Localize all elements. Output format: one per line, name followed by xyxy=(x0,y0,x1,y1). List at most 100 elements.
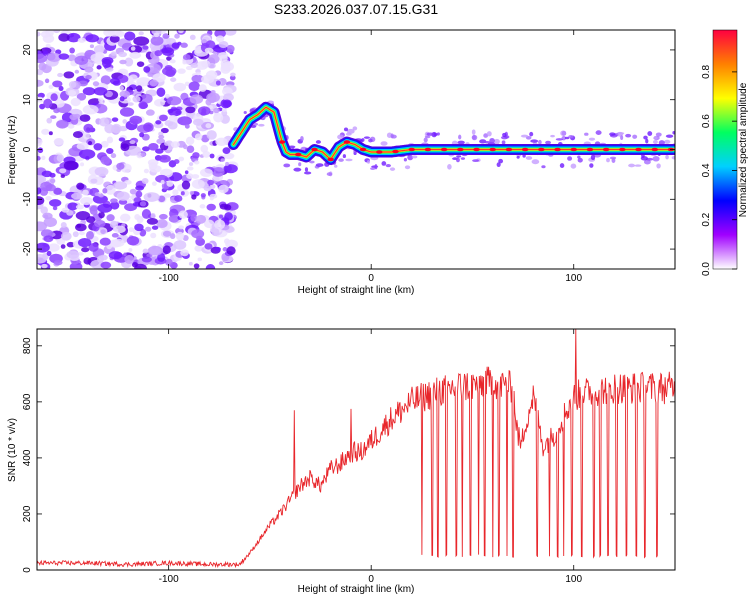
x-tick-label: 100 xyxy=(565,574,582,585)
noise-blob xyxy=(211,167,225,177)
snr-series-line xyxy=(37,329,675,569)
figure-title: S233.2026.037.07.15.G31 xyxy=(274,1,438,17)
noise-blob xyxy=(89,44,95,49)
noise-blob xyxy=(182,60,187,65)
noise-blob xyxy=(151,225,159,230)
noise-blob xyxy=(74,55,89,66)
ridge-speckle xyxy=(352,126,358,131)
ridge-speckle xyxy=(634,164,642,167)
noise-blob xyxy=(56,154,65,162)
noise-blob xyxy=(199,168,213,177)
ridge-speckle xyxy=(326,172,333,176)
noise-blob xyxy=(142,248,149,254)
noise-blob xyxy=(76,223,82,228)
noise-blob xyxy=(220,158,225,162)
ridge-speckle xyxy=(652,155,660,162)
noise-blob xyxy=(148,142,159,151)
noise-blob xyxy=(37,79,44,87)
noise-blob xyxy=(45,43,51,48)
noise-blob xyxy=(218,261,224,266)
noise-blob xyxy=(37,155,41,161)
ridge-speckle xyxy=(632,134,638,139)
noise-blob xyxy=(206,130,217,140)
noise-blob xyxy=(180,249,189,257)
noise-blob xyxy=(111,117,119,122)
y-tick-label: -20 xyxy=(22,241,33,256)
noise-blob xyxy=(111,233,119,238)
noise-blob xyxy=(80,196,93,206)
ridge-peak xyxy=(311,147,318,152)
noise-blob xyxy=(165,69,176,78)
noise-blob xyxy=(190,62,198,69)
noise-blob xyxy=(63,71,75,79)
noise-blob xyxy=(194,160,200,165)
ridge-speckle xyxy=(458,134,462,140)
x-tick-label: 0 xyxy=(368,273,374,284)
noise-blob xyxy=(145,109,155,116)
ridge-speckle xyxy=(471,129,476,135)
noise-blob xyxy=(229,75,236,81)
ridge-speckle xyxy=(300,135,304,142)
noise-blob xyxy=(141,177,149,184)
noise-blob xyxy=(217,52,229,59)
ridge-speckle xyxy=(520,134,529,138)
noise-blob xyxy=(215,35,225,43)
noise-blob xyxy=(147,159,159,166)
noise-blob xyxy=(100,155,111,165)
ridge-speckle xyxy=(411,155,418,159)
ridge-speckle xyxy=(460,157,466,160)
noise-blob xyxy=(69,47,75,54)
x-tick-label: 0 xyxy=(368,574,374,585)
noise-blob xyxy=(37,186,42,195)
noise-blob xyxy=(173,159,180,165)
noise-blob xyxy=(71,192,83,200)
ridge-peak xyxy=(376,150,383,154)
ridge-peak xyxy=(505,147,513,152)
noise-blob xyxy=(42,50,49,56)
noise-blob xyxy=(93,87,108,96)
noise-blob xyxy=(78,149,96,160)
noise-blob xyxy=(170,141,180,148)
noise-blob xyxy=(80,162,85,167)
noise-blob xyxy=(49,199,62,207)
noise-blob xyxy=(110,77,120,85)
ridge-speckle xyxy=(577,157,583,163)
noise-blob xyxy=(126,198,132,204)
noise-blob xyxy=(185,136,195,146)
noise-blob xyxy=(226,48,233,53)
noise-blob xyxy=(105,67,114,72)
noise-blob xyxy=(68,81,77,89)
noise-blob xyxy=(58,33,70,42)
noise-blob xyxy=(214,246,221,252)
noise-blob xyxy=(90,178,98,184)
ridge-speckle xyxy=(391,134,397,139)
ridge-speckle xyxy=(555,138,563,141)
noise-blob xyxy=(154,50,163,57)
ridge-speckle xyxy=(337,134,344,140)
noise-blob xyxy=(166,180,174,187)
noise-blob xyxy=(70,97,81,107)
noise-blob xyxy=(94,219,106,228)
noise-blob xyxy=(108,239,122,248)
ridge-speckle xyxy=(577,155,581,159)
noise-blob xyxy=(197,257,203,262)
noise-blob xyxy=(116,162,125,170)
noise-blob xyxy=(66,250,80,259)
ridge-speckle xyxy=(628,163,636,168)
noise-blob xyxy=(37,138,43,145)
ridge-speckle xyxy=(447,164,452,170)
noise-blob xyxy=(156,138,166,145)
noise-blob xyxy=(50,93,58,102)
ridge-speckle xyxy=(498,158,504,164)
noise-blob xyxy=(60,222,67,229)
ridge-speckle xyxy=(656,163,661,169)
noise-blob xyxy=(58,53,70,60)
ridge-peak xyxy=(327,157,334,162)
ridge-speckle xyxy=(570,163,577,169)
noise-blob xyxy=(175,231,185,241)
ridge-speckle xyxy=(361,138,365,142)
noise-blob xyxy=(222,147,231,155)
noise-blob xyxy=(170,77,177,82)
noise-blob xyxy=(138,101,148,110)
ridge-speckle xyxy=(456,157,460,163)
